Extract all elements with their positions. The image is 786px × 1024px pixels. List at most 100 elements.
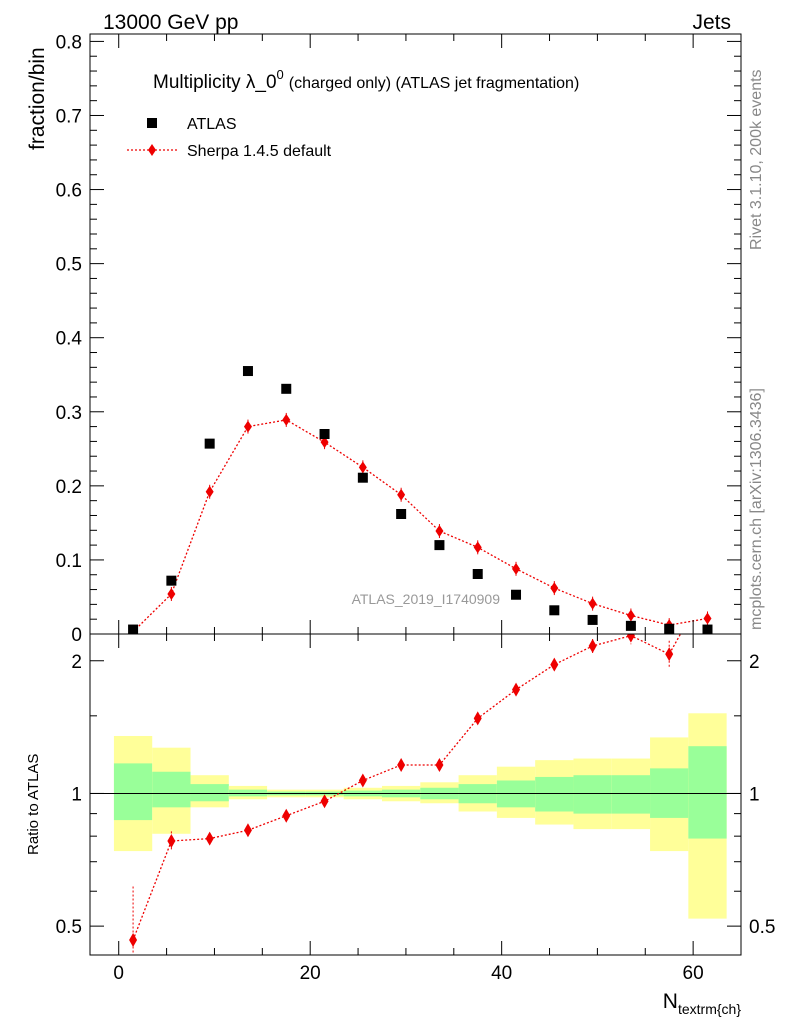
atlas-point	[396, 509, 407, 519]
mcplots-credit-label: mcplots.cern.ch [arXiv:1306.3436]	[748, 388, 765, 630]
ratio-sherpa-point	[205, 831, 214, 846]
chart-title-sup: 0	[277, 67, 284, 82]
atlas-point	[587, 614, 598, 625]
chart-title-suffix: (charged only) (ATLAS jet fragmentation)	[289, 75, 580, 92]
chart-title-main: Multiplicity λ_0	[153, 72, 277, 93]
legend-sherpa-marker	[148, 144, 156, 156]
sherpa-point	[282, 413, 291, 426]
main-ytick-label: 0.4	[56, 329, 83, 350]
sherpa-point	[550, 582, 559, 595]
rivet-version-label: Rivet 3.1.10, 200k events	[748, 69, 765, 250]
sherpa-series-line	[132, 419, 708, 633]
sherpa-point	[588, 597, 597, 610]
ratio-sherpa-line	[132, 634, 682, 941]
atlas-point	[472, 569, 483, 579]
sherpa-point	[473, 541, 482, 554]
main-panel: 0 0.1 0.2 0.3 0.4 0.5 0.6 0.7 0.8 Multiplicity λ…	[26, 32, 742, 646]
main-ytick-label: 0.1	[56, 551, 82, 572]
main-ytick-label: 0.7	[56, 106, 82, 127]
atlas-point	[664, 623, 675, 634]
main-data-layer	[128, 366, 713, 634]
legend: ATLAS Sherpa 1.4.5 default	[127, 116, 332, 160]
atlas-point	[166, 575, 177, 586]
sherpa-point	[397, 488, 406, 501]
header-right: Jets	[692, 11, 731, 34]
main-ytick-label: 0.5	[56, 255, 82, 276]
atlas-point	[204, 438, 215, 449]
ratio-ytick-label-left: 0.5	[56, 917, 82, 938]
ratio-panel: 0.5 0.51 12 20 20 40 60 Ratio to ATLAS Ntextrm…	[25, 579, 775, 1017]
ratio-xtick-label: 60	[683, 963, 704, 984]
main-ytick-label: 0.2	[56, 477, 82, 498]
uncertainty-band-inner	[611, 775, 651, 814]
sherpa-point	[243, 420, 252, 433]
ratio-data-layer	[90, 579, 741, 955]
ratio-sherpa-point	[512, 682, 521, 697]
legend-sherpa-label: Sherpa 1.4.5 default	[187, 143, 332, 160]
legend-atlas-marker	[147, 118, 157, 128]
xlabel-sub: textrm{ch}	[678, 1001, 741, 1017]
ratio-sherpa-point	[320, 794, 329, 809]
header-left: 13000 GeV pp	[103, 11, 238, 34]
sherpa-point	[205, 485, 214, 498]
uncertainty-band-inner	[573, 775, 612, 814]
atlas-point	[357, 472, 368, 483]
atlas-point	[128, 624, 139, 634]
ratio-sherpa-point	[626, 634, 635, 643]
main-ylabel: fraction/bin	[26, 47, 49, 150]
uncertainty-band-inner	[113, 763, 153, 821]
ratio-xtick-label: 40	[491, 963, 512, 984]
ratio-sherpa-point	[473, 711, 482, 726]
sherpa-point	[167, 588, 176, 600]
sherpa-point	[320, 436, 329, 449]
ratio-sherpa-point	[358, 773, 367, 788]
atlas-point	[511, 589, 522, 600]
ratio-sherpa-point	[665, 647, 674, 662]
atlas-point	[242, 366, 253, 377]
ratio-sherpa-point	[550, 657, 559, 672]
ratio-xlabel: Ntextrm{ch}	[663, 990, 742, 1017]
ratio-ytick-label-right: 0.5	[749, 917, 775, 938]
sherpa-point	[512, 562, 521, 575]
ratio-sherpa-point	[129, 933, 138, 948]
ratio-sherpa-point	[435, 758, 444, 773]
ratio-ytick-label-left: 1	[71, 784, 82, 805]
ratio-sherpa-point	[167, 834, 176, 849]
ratio-ytick-label-right: 1	[749, 784, 760, 805]
ratio-sherpa-point	[243, 823, 252, 838]
analysis-watermark: ATLAS_2019_I1740909	[352, 591, 501, 607]
atlas-point	[434, 540, 445, 551]
ratio-axes: 0.5 0.51 12 20 20 40 60	[56, 634, 775, 984]
sherpa-point	[703, 612, 712, 625]
chart-title: Multiplicity λ_00 (charged only) (ATLAS j…	[153, 67, 579, 93]
atlas-point	[549, 605, 560, 616]
main-ytick-label: 0	[71, 625, 82, 646]
uncertainty-band-inner	[190, 784, 229, 802]
xlabel-main: N	[663, 990, 678, 1013]
uncertainty-band-inner	[152, 771, 191, 808]
ratio-sherpa-point	[703, 579, 711, 593]
atlas-point	[319, 429, 330, 439]
ratio-xtick-label: 20	[300, 963, 321, 984]
atlas-point	[625, 620, 636, 631]
ratio-sherpa-point	[588, 639, 597, 654]
sherpa-point	[626, 609, 635, 622]
main-ytick-label: 0.8	[56, 32, 82, 53]
legend-atlas-label: ATLAS	[187, 116, 237, 133]
ratio-sherpa-point	[282, 808, 291, 823]
ratio-xtick-label: 0	[113, 963, 124, 984]
main-ytick-label: 0.6	[56, 181, 82, 202]
main-ytick-label: 0.3	[56, 403, 82, 424]
ratio-ylabel: Ratio to ATLAS	[25, 754, 42, 855]
uncertainty-band-inner	[535, 776, 574, 812]
ratio-ytick-label-right: 2	[749, 652, 760, 673]
atlas-point	[281, 383, 292, 394]
sherpa-point	[435, 525, 444, 538]
ratio-sherpa-point	[397, 758, 406, 773]
atlas-point	[702, 624, 713, 634]
uncertainty-band-inner	[688, 746, 727, 839]
main-axes: 0 0.1 0.2 0.3 0.4 0.5 0.6 0.7 0.8	[56, 32, 741, 646]
ratio-ytick-label-left: 2	[71, 652, 82, 673]
sherpa-point	[358, 461, 367, 474]
